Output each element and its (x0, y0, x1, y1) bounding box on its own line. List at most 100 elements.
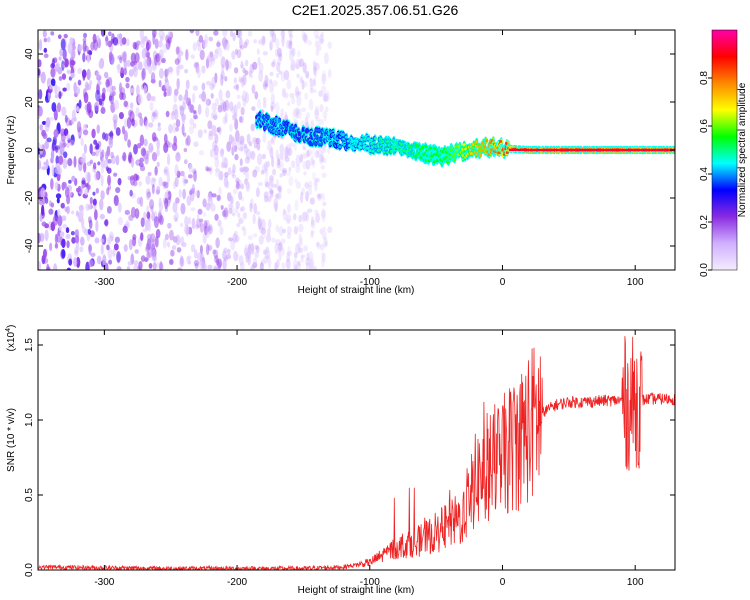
spectrogram-signal-cell (373, 136, 378, 141)
spectrogram-noise-cell (93, 39, 99, 51)
spectrogram-noise-cell (171, 110, 175, 116)
spectrogram-noise-cell (292, 213, 297, 221)
spectrogram-noise-cell (300, 191, 304, 204)
spectrogram-noise-cell (122, 225, 128, 234)
spectrogram-noise-cell (134, 210, 139, 215)
spectrogram-noise-cell (202, 212, 207, 217)
spectrogram-noise-cell (172, 142, 178, 152)
spectrogram-noise-cell (181, 115, 186, 126)
spectrogram-noise-cell (327, 68, 332, 79)
spectrogram-noise-cell (322, 252, 326, 263)
spectrogram-noise-cell (314, 40, 320, 49)
spectrogram-noise-cell (179, 105, 185, 117)
spectrogram-noise-cell (65, 227, 70, 234)
spectrogram-noise-cell (322, 226, 326, 232)
spectrogram-noise-cell (66, 82, 71, 92)
spectrogram-noise-cell (238, 218, 244, 225)
spectrogram-noise-cell (230, 135, 235, 142)
spectrogram-noise-cell (95, 89, 101, 102)
spectrogram-noise-cell (266, 196, 272, 203)
spectrogram-noise-cell (232, 32, 236, 42)
spectrogram-noise-cell (287, 246, 291, 257)
spectrogram-noise-cell (299, 237, 304, 247)
spectrogram-noise-cell (179, 256, 185, 268)
spectrogram-noise-cell (182, 174, 187, 187)
spectrogram-noise-cell (286, 232, 292, 240)
spectrogram-noise-cell (215, 258, 220, 266)
spectrogram-noise-cell (281, 91, 286, 98)
spectrogram-noise-cell (121, 37, 127, 45)
spectrogram-noise-cell (108, 95, 113, 102)
spectrogram-noise-cell (147, 219, 152, 232)
spectrogram-noise-cell (314, 209, 319, 216)
snr-plot-area (38, 330, 675, 570)
spectrogram-noise-cell (231, 146, 235, 156)
spectrogram-y-tick-label: -20 (24, 190, 35, 205)
spectrogram-noise-cell (180, 236, 185, 246)
spectrogram-noise-cell (251, 246, 255, 255)
spectrogram-noise-cell (318, 154, 323, 165)
spectrogram-noise-cell (98, 59, 103, 69)
spectrogram-noise-cell (303, 33, 308, 44)
spectrogram-noise-cell (255, 211, 261, 216)
spectrogram-noise-cell (321, 73, 327, 85)
spectrogram-noise-cell (236, 94, 241, 99)
spectrogram-noise-cell (77, 67, 83, 75)
spectrogram-noise-cell (175, 197, 180, 204)
spectrogram-noise-cell (318, 193, 323, 199)
spectrogram-noise-cell (302, 160, 308, 170)
spectrogram-noise-cell (133, 264, 139, 270)
spectrogram-noise-cell (312, 60, 317, 66)
spectrogram-noise-cell (314, 180, 318, 192)
spectrogram-noise-cell (83, 162, 87, 173)
spectrogram-noise-cell (48, 85, 54, 90)
spectrogram-noise-cell (308, 257, 315, 269)
spectrogram-noise-cell (61, 181, 65, 191)
spectrogram-noise-cell (61, 73, 67, 80)
spectrogram-noise-cell (300, 212, 306, 223)
spectrogram-noise-cell (211, 102, 217, 112)
spectrogram-noise-cell (256, 98, 262, 109)
spectrogram-noise-cell (309, 77, 313, 84)
spectrogram-noise-cell (60, 38, 66, 51)
spectrogram-noise-cell (289, 38, 293, 46)
spectrogram-noise-cell (296, 50, 301, 58)
spectrogram-noise-cell (239, 44, 245, 50)
spectrogram-noise-cell (46, 137, 52, 143)
spectrogram-noise-cell (284, 111, 288, 122)
spectrogram-noise-cell (255, 137, 261, 145)
spectrogram-noise-cell (54, 166, 61, 175)
spectrogram-noise-cell (270, 93, 275, 105)
spectrogram-noise-cell (169, 229, 174, 241)
spectrogram-noise-cell (188, 216, 192, 225)
spectrogram-noise-cell (264, 181, 270, 188)
spectrogram-noise-cell (61, 215, 67, 222)
spectrogram-noise-cell (222, 30, 228, 37)
spectrogram-noise-cell (106, 86, 112, 93)
spectrogram-noise-cell (185, 225, 189, 237)
spectrogram-noise-cell (236, 222, 241, 228)
snr-x-tick-label: 0 (500, 577, 506, 588)
spectrogram-noise-cell (222, 116, 227, 125)
spectrogram-noise-cell (309, 262, 314, 270)
spectrogram-noise-cell (250, 243, 255, 255)
spectrogram-noise-cell (113, 99, 120, 110)
spectrogram-noise-cell (319, 104, 324, 113)
spectrogram-noise-cell (134, 208, 140, 219)
spectrogram-noise-cell (196, 189, 200, 199)
spectrogram-noise-cell (254, 165, 260, 173)
spectrogram-noise-cell (127, 261, 132, 266)
spectrogram-noise-cell (320, 147, 326, 154)
spectrogram-noise-cell (176, 170, 181, 178)
spectrogram-noise-cell (190, 207, 196, 212)
spectrogram-noise-cell (111, 155, 117, 165)
spectrogram-noise-cell (253, 143, 258, 149)
spectrogram-noise-cell (157, 126, 162, 132)
spectrogram-noise-cell (244, 146, 249, 154)
spectrogram-noise-cell (197, 44, 202, 52)
svg-text:(x104): (x104) (5, 325, 17, 352)
spectrogram-noise-cell (277, 56, 282, 66)
spectrogram-noise-cell (305, 159, 311, 170)
spectrogram-noise-cell (278, 185, 282, 193)
spectrogram-noise-cell (61, 249, 66, 258)
